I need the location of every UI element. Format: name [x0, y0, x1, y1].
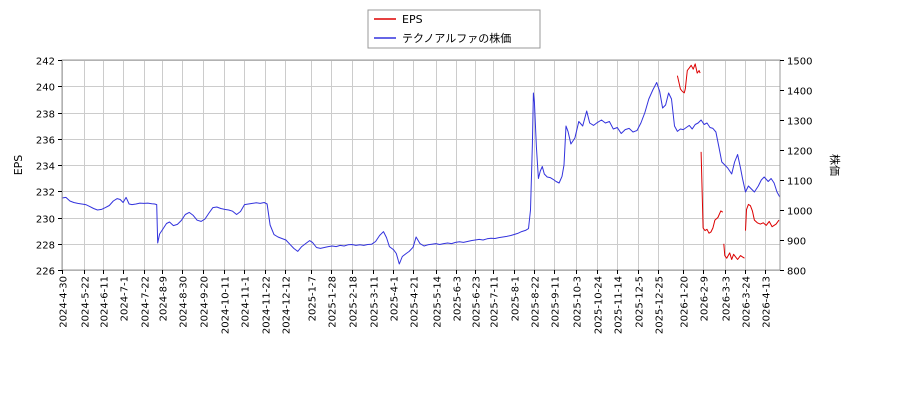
x-tick-label: 2024-9-20: [200, 276, 211, 328]
left-axis-title: EPS: [12, 155, 25, 176]
legend-box: [367, 9, 541, 49]
x-tick-label: 2024-12-12: [282, 276, 293, 334]
right-axis-title: 株価: [828, 154, 842, 176]
x-tick-label: 2025-4-21: [410, 276, 421, 328]
x-tick-label: 2025-10-24: [594, 276, 605, 334]
x-tick-label: 2024-11-22: [262, 276, 273, 334]
x-tick-label: 2025-1-28: [328, 276, 339, 328]
x-tick-label: 2025-11-14: [614, 276, 625, 334]
left-tick-label: 230: [36, 215, 55, 226]
series-line-eps: [745, 203, 780, 231]
plot-lines: [61, 63, 781, 265]
x-tick-label: 2024-4-30: [59, 276, 70, 328]
x-tick-label: 2025-12-25: [655, 276, 666, 334]
x-tick-label: 2025-7-11: [490, 276, 501, 328]
x-tick-label: 2024-5-22: [81, 276, 92, 328]
right-tick-label: 800: [787, 267, 806, 278]
x-tick-label: 2024-8-30: [179, 276, 190, 328]
right-tick-label: 1300: [787, 117, 812, 128]
x-tick-label: 2026-3-24: [742, 276, 753, 328]
series-line-eps: [676, 63, 701, 94]
x-tick-label: 2024-7-1: [120, 276, 131, 321]
legend-label-price: テクノアルファの株価: [402, 31, 511, 45]
x-tick-label: 2026-1-20: [680, 276, 691, 328]
right-tick-label: 1000: [787, 207, 812, 218]
x-tick-label: 2024-6-11: [100, 276, 111, 328]
left-tick-label: 240: [36, 83, 55, 94]
x-tick-label: 2025-3-11: [370, 276, 381, 328]
x-tick-label: 2025-6-3: [453, 276, 464, 321]
x-tick-label: 2025-5-14: [433, 276, 444, 328]
x-tick-label: 2025-8-1: [511, 276, 522, 321]
x-axis: 2024-4-30 2024-5-22 2024-6-11 2024-7-1 2024-…: [59, 270, 773, 334]
series-line-price: [61, 82, 781, 265]
right-tick-label: 1500: [787, 57, 812, 68]
series-line-eps: [723, 243, 745, 260]
right-tick-label: 900: [787, 237, 806, 248]
x-tick-label: 2025-4-1: [390, 276, 401, 321]
x-tick-label: 2025-1-7: [308, 276, 319, 321]
left-tick-label: 242: [36, 57, 55, 68]
x-tick-label: 2025-8-22: [531, 276, 542, 328]
x-tick-label: 2025-2-18: [349, 276, 360, 328]
series-line-eps: [700, 151, 724, 234]
x-tick-label: 2024-11-1: [241, 276, 252, 328]
legend-label-eps: EPS: [402, 13, 423, 26]
x-tick-label: 2025-10-3: [573, 276, 584, 328]
left-tick-label: 234: [36, 162, 55, 173]
left-tick-label: 236: [36, 136, 55, 147]
x-tick-label: 2024-10-11: [221, 276, 232, 334]
x-tick-label: 2025-12-5: [635, 276, 646, 328]
x-tick-label: 2026-3-3: [722, 276, 733, 321]
right-tick-label: 1400: [787, 87, 812, 98]
right-tick-label: 1100: [787, 177, 812, 188]
right-axis: 800 900 1000 1100 1200 1300 1400 1500: [780, 57, 812, 278]
x-tick-label: 2025-9-11: [551, 276, 562, 328]
right-tick-label: 1200: [787, 147, 812, 158]
left-tick-label: 226: [36, 267, 55, 278]
left-tick-label: 228: [36, 241, 55, 252]
x-tick-label: 2026-4-13: [762, 276, 773, 328]
x-tick-label: 2026-2-9: [700, 276, 711, 321]
x-tick-label: 2025-6-23: [472, 276, 483, 328]
left-tick-label: 232: [36, 188, 55, 199]
legend: EPS テクノアルファの株価: [367, 9, 541, 49]
x-tick-label: 2024-8-9: [159, 276, 170, 321]
left-axis: 226 228 230 232 234 236 238 240 242: [36, 57, 62, 278]
x-tick-label: 2024-7-22: [141, 276, 152, 328]
left-tick-label: 238: [36, 110, 55, 121]
